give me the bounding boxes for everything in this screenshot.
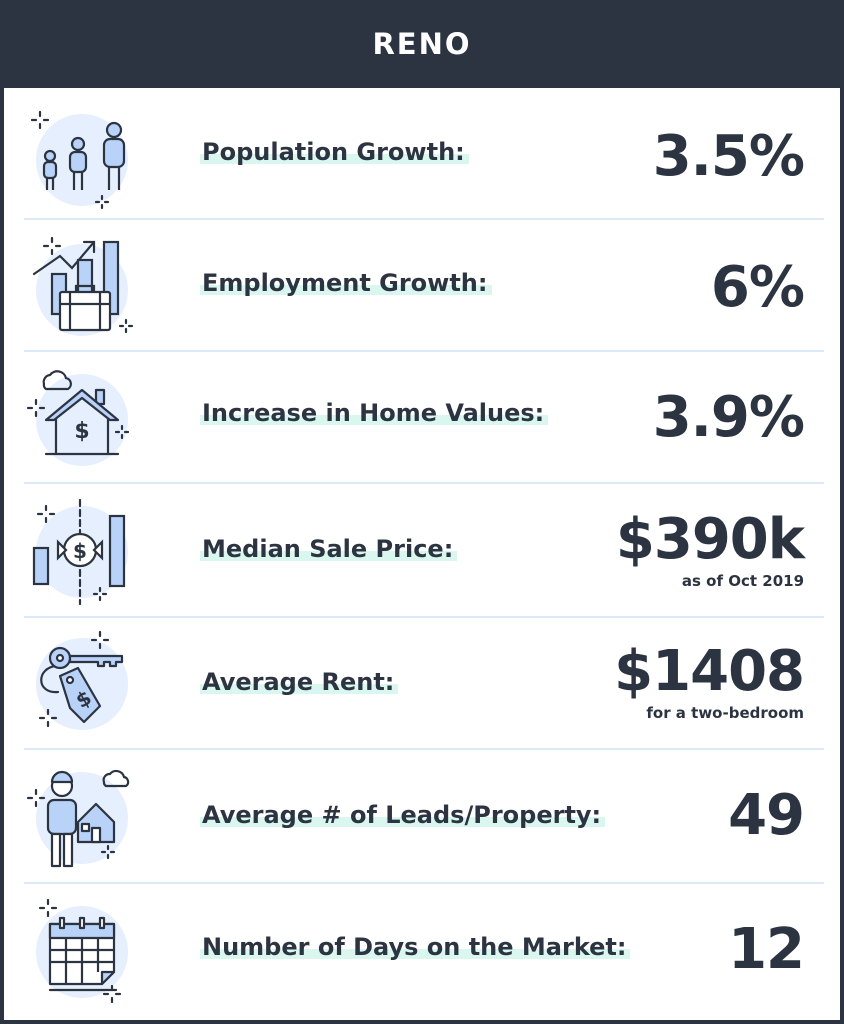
row-divider — [24, 218, 824, 220]
row-divider — [24, 616, 824, 618]
svg-text:$: $ — [74, 419, 89, 444]
header-bar: RENO — [0, 0, 844, 88]
stat-label-population-growth: Population Growth: — [200, 138, 469, 166]
key-tag-icon: $ — [26, 628, 138, 740]
stat-value: 3.5% — [652, 124, 805, 189]
stat-value: $1408 — [614, 639, 805, 704]
stat-value: $390k — [615, 507, 805, 572]
person-house-icon — [26, 762, 138, 874]
calendar-icon — [26, 896, 138, 1008]
stat-value-home-values: 3.9% — [652, 385, 805, 450]
sale-price-chart-icon: $ — [26, 496, 138, 608]
stat-value: 12 — [728, 917, 805, 982]
svg-text:$: $ — [73, 539, 87, 563]
stat-value-median-sale-price: $390k as of Oct 2019 — [615, 507, 805, 591]
stat-value-employment-growth: 6% — [710, 255, 805, 320]
row-divider — [24, 882, 824, 884]
stat-label-average-rent: Average Rent: — [200, 668, 399, 696]
stat-value-average-rent: $1408 for a two-bedroom — [614, 639, 805, 723]
stat-value: 49 — [728, 783, 805, 848]
stat-value-leads-property: 49 — [728, 783, 805, 848]
stats-panel: Population Growth: 3.5% — [4, 88, 840, 1020]
stat-value-days-on-market: 12 — [728, 917, 805, 982]
family-icon — [26, 104, 138, 216]
stat-note: for a two-bedroom — [646, 704, 804, 722]
page-title: RENO — [372, 27, 472, 61]
stat-label-leads-property: Average # of Leads/Property: — [200, 801, 606, 829]
house-dollar-icon: $ — [26, 364, 138, 476]
briefcase-growth-icon — [26, 234, 138, 346]
row-divider — [24, 350, 824, 352]
stat-label-days-on-market: Number of Days on the Market: — [200, 933, 631, 961]
stat-value: 6% — [710, 255, 805, 320]
row-divider — [24, 482, 824, 484]
stat-label-home-values: Increase in Home Values: — [200, 399, 549, 427]
stat-label-employment-growth: Employment Growth: — [200, 269, 492, 297]
stat-value: 3.9% — [652, 385, 805, 450]
row-divider — [24, 748, 824, 750]
stat-note: as of Oct 2019 — [681, 572, 804, 590]
stat-value-population-growth: 3.5% — [652, 124, 805, 189]
stat-label-median-sale-price: Median Sale Price: — [200, 535, 458, 563]
